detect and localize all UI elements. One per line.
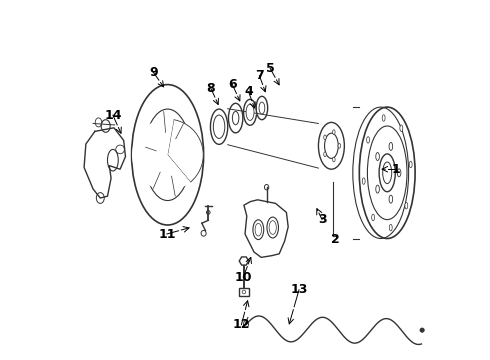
Ellipse shape [390,224,392,231]
Text: 1: 1 [392,163,401,176]
Text: 6: 6 [228,78,237,91]
Ellipse shape [397,169,401,177]
Ellipse shape [400,125,403,131]
FancyBboxPatch shape [239,288,249,296]
Ellipse shape [383,162,392,184]
Text: 8: 8 [206,82,215,95]
Text: 12: 12 [233,318,250,331]
Text: 10: 10 [234,271,252,284]
Ellipse shape [324,135,326,140]
Text: 2: 2 [331,233,340,246]
Ellipse shape [259,102,265,114]
Circle shape [420,328,424,332]
Ellipse shape [389,143,392,150]
Ellipse shape [267,217,278,238]
Ellipse shape [371,214,374,221]
Ellipse shape [389,195,392,203]
Text: 5: 5 [266,62,274,75]
Ellipse shape [382,115,385,121]
Wedge shape [132,119,191,190]
Ellipse shape [253,220,264,240]
Ellipse shape [367,137,369,143]
Ellipse shape [242,290,245,294]
Wedge shape [168,120,203,182]
Ellipse shape [324,133,338,158]
Text: 7: 7 [255,69,264,82]
Ellipse shape [333,130,335,134]
Ellipse shape [213,115,225,139]
Ellipse shape [405,202,408,209]
Text: 14: 14 [104,109,122,122]
Polygon shape [244,200,288,257]
Text: 9: 9 [149,66,157,78]
Text: 11: 11 [158,228,175,240]
Text: 3: 3 [318,213,326,226]
Ellipse shape [362,178,365,184]
Text: 13: 13 [290,283,308,296]
Ellipse shape [338,144,341,148]
Ellipse shape [333,157,335,162]
Text: 4: 4 [244,85,253,98]
Ellipse shape [409,161,412,168]
Ellipse shape [324,152,326,157]
Ellipse shape [232,112,239,125]
Polygon shape [239,257,248,265]
Ellipse shape [246,104,254,121]
Ellipse shape [376,185,379,193]
Ellipse shape [376,153,379,161]
